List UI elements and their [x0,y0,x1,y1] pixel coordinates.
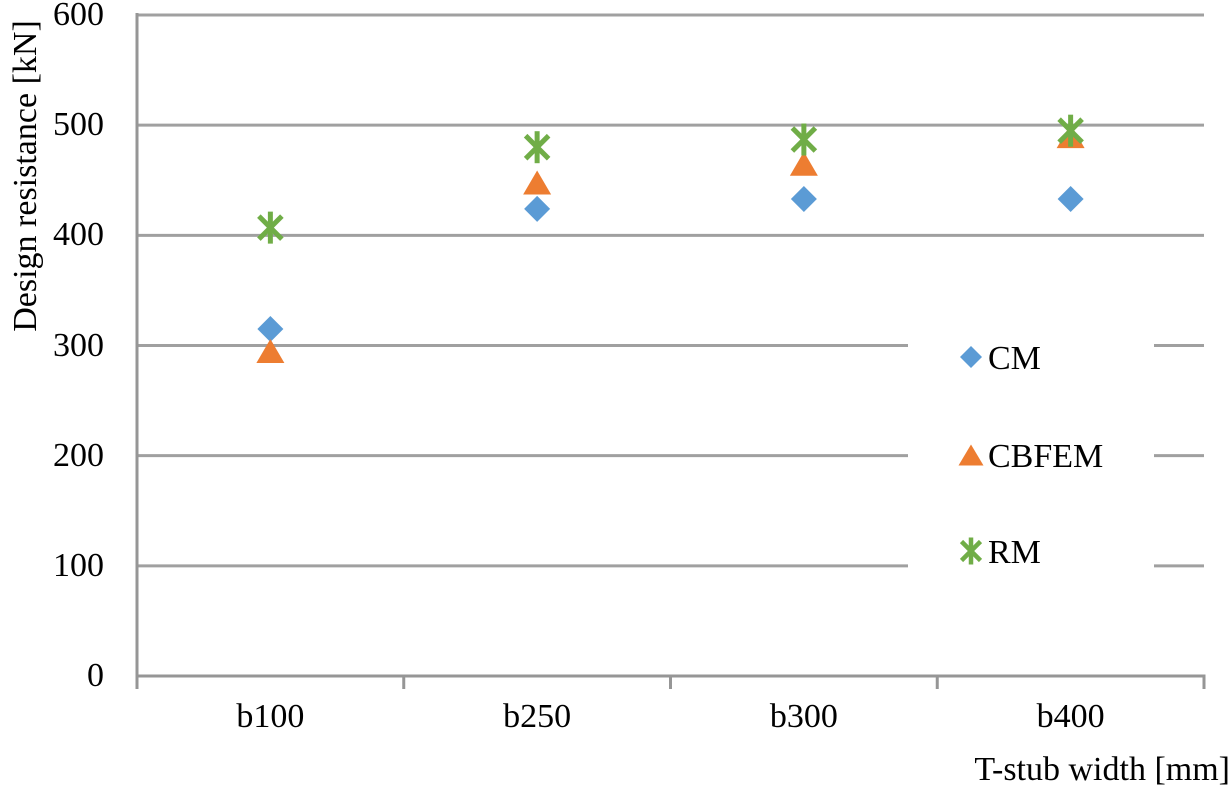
marker-cm-b100 [257,315,284,342]
y-tick-label-0: 0 [87,657,104,694]
marker-cbfem-b250 [523,170,552,195]
legend-marker-cbfem [958,444,984,466]
legend-marker-cm [960,346,982,368]
legend-marker-rm [959,539,983,563]
legend-label-cbfem: CBFEM [988,438,1103,475]
marker-cm-b300 [790,185,817,212]
marker-cm-b400 [1057,185,1084,212]
y-axis-title: Design resistance [kN] [7,20,44,332]
marker-rm-b400 [1057,117,1084,144]
marker-rm-b300 [790,126,818,153]
y-tick-label-300: 300 [53,326,104,364]
y-tick-label-600: 600 [53,0,104,33]
x-tick-label-b400: b400 [1036,698,1105,735]
legend-label-cm: CM [988,340,1041,377]
x-axis-title: T-stub width [mm] [974,751,1230,788]
y-tick-label-500: 500 [53,106,104,144]
legend-background [908,322,1154,585]
x-tick-label-b300: b300 [769,698,838,735]
marker-cbfem-b300 [789,151,818,176]
y-tick-label-100: 100 [53,546,104,584]
y-tick-label-200: 200 [53,436,104,474]
legend-label-rm: RM [988,534,1041,571]
x-tick-label-b250: b250 [503,698,572,735]
marker-cbfem-b100 [256,339,285,364]
y-tick-label-400: 400 [53,216,104,254]
marker-rm-b100 [257,214,284,241]
marker-cm-b250 [524,195,551,222]
marker-rm-b250 [523,133,551,161]
x-tick-label-b100: b100 [236,698,305,735]
